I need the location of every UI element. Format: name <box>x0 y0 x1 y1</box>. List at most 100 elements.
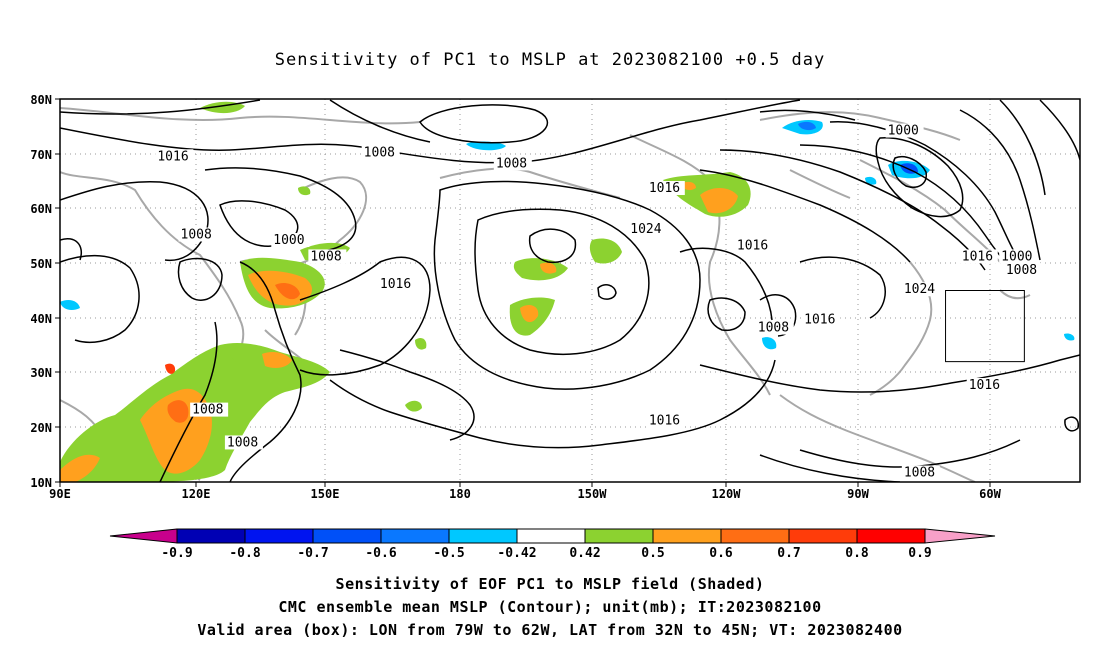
colorbar-segment <box>856 528 926 544</box>
colorbar-segment <box>516 528 586 544</box>
contour-label: 1008 <box>758 321 789 336</box>
contour-label-bg <box>885 123 924 138</box>
positive-patch <box>167 400 189 423</box>
contour-label: 1016 <box>649 181 680 196</box>
colorbar-label: -0.7 <box>297 546 328 561</box>
lat-label: 50N <box>30 257 52 271</box>
caption-contour: CMC ensemble mean MSLP (Contour); unit(m… <box>278 598 822 616</box>
contour-label-bg <box>178 227 217 242</box>
lon-label: 120E <box>182 487 211 501</box>
colorbar-label: -0.9 <box>161 546 192 561</box>
contour-label: 1008 <box>496 156 527 171</box>
contour-label: 1000 <box>1001 249 1032 264</box>
contour-label: 1008 <box>310 249 341 264</box>
contour-label: 1016 <box>649 414 680 429</box>
lon-label: 90E <box>49 487 71 501</box>
contour-label: 1008 <box>227 435 258 450</box>
contour-label: 1024 <box>630 222 661 237</box>
map-title: Sensitivity of PC1 to MSLP at 2023082100… <box>274 50 826 70</box>
contour-label: 1016 <box>737 238 768 253</box>
positive-patch <box>540 262 557 274</box>
colorbar-label: 0.5 <box>641 546 664 561</box>
positive-patch <box>298 186 311 196</box>
contour-label-bg <box>959 249 998 264</box>
colorbar-labels: -0.9 -0.8 -0.7 -0.6 -0.5 -0.42 0.42 0.5 … <box>161 546 931 561</box>
lon-label: 180 <box>449 487 471 501</box>
colorbar-segment <box>652 528 722 544</box>
contour-label-bg <box>224 435 263 450</box>
contour-label-bg <box>901 465 940 480</box>
contour-label: 1016 <box>380 277 411 292</box>
tick-marks <box>55 98 991 487</box>
colorbar-high-arrow <box>924 528 996 544</box>
contour-label-bg <box>646 413 685 428</box>
plot-frame <box>59 98 1081 483</box>
contour-label-bg <box>734 238 773 253</box>
contour-label-bg <box>966 377 1005 392</box>
lat-label: 20N <box>30 421 52 435</box>
colorbar-label: 0.8 <box>845 546 869 561</box>
lat-label: 70N <box>30 148 52 162</box>
contour-label-bg <box>308 249 347 264</box>
positive-patch <box>589 238 622 264</box>
negative-patch <box>798 121 816 131</box>
positive-patch <box>520 304 539 323</box>
lon-label: 120W <box>712 487 742 501</box>
positive-patch <box>165 363 176 374</box>
contour-label: 1008 <box>192 403 223 418</box>
colorbar-label: -0.5 <box>433 546 464 561</box>
negative-patch <box>60 300 80 310</box>
colorbar-segment <box>788 528 858 544</box>
contour-label-bg <box>646 181 685 196</box>
lon-label: 60W <box>979 487 1001 501</box>
contour-label: 1016 <box>157 149 188 164</box>
colorbar-segment <box>244 528 314 544</box>
lat-labels: 80N 70N 60N 50N 40N 30N 20N 10N <box>30 93 52 490</box>
colorbar-label: 0.7 <box>777 546 800 561</box>
colorbar-label: 0.6 <box>709 546 733 561</box>
positive-patch <box>513 258 568 281</box>
colorbar-segment <box>584 528 654 544</box>
contour-label: 1000 <box>273 233 304 248</box>
colorbar-label: -0.8 <box>229 546 260 561</box>
lat-label: 80N <box>30 93 52 107</box>
contour-label-bg <box>493 156 532 171</box>
colorbar-label: 0.42 <box>569 546 600 561</box>
colorbar-segment <box>176 528 246 544</box>
contour-label: 1008 <box>364 145 395 160</box>
valid-area-box <box>945 290 1025 363</box>
negative-patch <box>762 337 777 350</box>
lon-label: 150W <box>578 487 608 501</box>
colorbar-label: 0.9 <box>908 546 931 561</box>
positive-patch <box>275 283 300 300</box>
contour-label-bg <box>271 232 310 247</box>
contour-label-bg <box>628 222 667 237</box>
lat-label: 30N <box>30 366 52 380</box>
contour-label: 1016 <box>969 378 1000 393</box>
caption-valid-area: Valid area (box): LON from 79W to 62W, L… <box>197 621 903 639</box>
lat-label: 10N <box>30 476 52 490</box>
colorbar-label: -0.6 <box>365 546 396 561</box>
positive-patch <box>700 187 738 214</box>
contour-label: 1016 <box>962 249 993 264</box>
contour-label-bg <box>901 282 940 297</box>
positive-patch <box>60 454 100 482</box>
colorbar-segment <box>448 528 518 544</box>
contour-label-bg <box>1003 263 1042 278</box>
contour-label-bg <box>190 402 229 417</box>
contour-label: 1024 <box>904 282 935 297</box>
lon-label: 90W <box>847 487 869 501</box>
lat-label: 60N <box>30 202 52 216</box>
negative-patch <box>865 176 877 185</box>
positive-patch <box>415 337 427 350</box>
contour-label: 1008 <box>181 228 212 243</box>
colorbar-segment <box>312 528 382 544</box>
contour-labels: 1000 1016 1008 1008 1016 1024 1016 1008 1000 1008… <box>155 123 1042 481</box>
colorbar-segment <box>720 528 790 544</box>
colorbar-low-arrow <box>109 528 178 544</box>
contour-label: 1016 <box>804 312 835 327</box>
negative-patch <box>1064 333 1075 341</box>
contour-label: 1000 <box>888 124 919 139</box>
caption-shading: Sensitivity of EOF PC1 to MSLP field (Sh… <box>335 575 765 593</box>
